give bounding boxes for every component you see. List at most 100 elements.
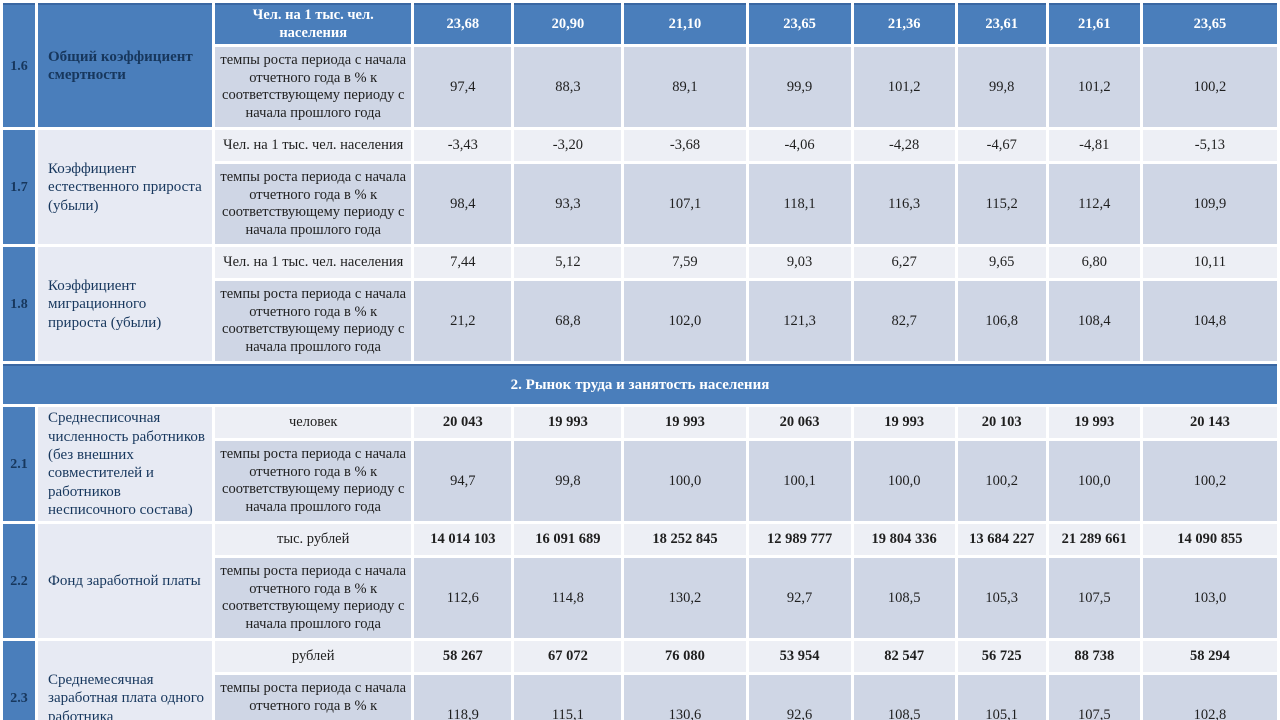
unit-label-cell: тыс. рублей: [215, 524, 412, 556]
tempo-value-cell: 115,1: [514, 675, 622, 720]
value-cell: 67 072: [514, 641, 622, 673]
tempo-value-cell: 103,0: [1142, 558, 1277, 639]
tempo-value-cell: 100,0: [624, 441, 746, 522]
tempo-value-cell: 100,0: [853, 441, 955, 522]
tempo-value-cell: 94,7: [414, 441, 512, 522]
value-cell: 19 993: [853, 407, 955, 439]
tempo-value-cell: 108,5: [853, 558, 955, 639]
indicator-tempo-row: темпы роста периода с начала отчетного г…: [3, 441, 1277, 522]
unit-label-cell: человек: [215, 407, 412, 439]
tempo-value-cell: 114,8: [514, 558, 622, 639]
value-cell: -5,13: [1142, 130, 1277, 162]
value-cell: 23,68: [414, 3, 512, 45]
value-cell: -3,20: [514, 130, 622, 162]
indicator-unit-row: 1.8 Коэффициент миграционного прироста (…: [3, 247, 1277, 362]
value-cell: 23,61: [957, 3, 1046, 45]
tempo-label-cell: темпы роста периода с начала отчетного г…: [215, 558, 412, 639]
tempo-value-cell: 99,8: [514, 441, 622, 522]
tempo-value-cell: 99,9: [748, 47, 851, 128]
tempo-value-cell: 92,7: [748, 558, 851, 639]
row-number-cell: 1.6: [3, 3, 36, 128]
tempo-value-cell: 108,4: [1048, 281, 1140, 362]
tempo-value-cell: 104,8: [1142, 281, 1277, 362]
value-cell: -4,67: [957, 130, 1046, 162]
tempo-value-cell: 105,3: [957, 558, 1046, 639]
value-cell: 20 063: [748, 407, 851, 439]
value-cell: 7,59: [624, 247, 746, 279]
tempo-value-cell: 100,2: [957, 441, 1046, 522]
tempo-label-cell: темпы роста периода с начала отчетного г…: [215, 47, 412, 128]
tempo-value-cell: 101,2: [1048, 47, 1140, 128]
value-cell: 23,65: [748, 3, 851, 45]
tempo-value-cell: 99,8: [957, 47, 1046, 128]
tempo-label-cell: темпы роста периода с начала отчетного г…: [215, 281, 412, 362]
value-cell: -3,68: [624, 130, 746, 162]
tempo-value-cell: 68,8: [514, 281, 622, 362]
tempo-value-cell: 100,2: [1142, 441, 1277, 522]
tempo-value-cell: 89,1: [624, 47, 746, 128]
value-cell: -3,43: [414, 130, 512, 162]
tempo-value-cell: 21,2: [414, 281, 512, 362]
value-cell: 56 725: [957, 641, 1046, 673]
value-cell: 82 547: [853, 641, 955, 673]
value-cell: 58 294: [1142, 641, 1277, 673]
tempo-value-cell: 92,6: [748, 675, 851, 720]
unit-label-cell: Чел. на 1 тыс. чел. населения: [215, 3, 412, 45]
indicator-tempo-row: темпы роста периода с начала отчетного г…: [3, 47, 1277, 128]
value-cell: 6,80: [1048, 247, 1140, 279]
tempo-value-cell: 107,5: [1048, 675, 1140, 720]
value-cell: -4,28: [853, 130, 955, 162]
indicator-unit-row: 1.6 Общий коэффициент смертности Чел. на…: [3, 3, 1277, 128]
row-number-cell: 2.3: [3, 641, 36, 720]
value-cell: 18 252 845: [624, 524, 746, 556]
value-cell: 14 090 855: [1142, 524, 1277, 556]
tempo-value-cell: 107,5: [1048, 558, 1140, 639]
value-cell: 20,90: [514, 3, 622, 45]
tempo-value-cell: 100,0: [1048, 441, 1140, 522]
tempo-value-cell: 118,9: [414, 675, 512, 720]
indicator-tempo-row: темпы роста периода с начала отчетного г…: [3, 558, 1277, 639]
indicator-unit-row: 2.1 Среднесписочная численность работник…: [3, 407, 1277, 522]
tempo-value-cell: 88,3: [514, 47, 622, 128]
tempo-value-cell: 98,4: [414, 164, 512, 245]
tempo-label-cell: темпы роста периода с начала отчетного г…: [215, 675, 412, 720]
indicator-unit-row: 2.2 Фонд заработной платы тыс. рублей 14…: [3, 524, 1277, 639]
tempo-value-cell: 118,1: [748, 164, 851, 245]
value-cell: 12 989 777: [748, 524, 851, 556]
indicators-table-body: 1.6 Общий коэффициент смертности Чел. на…: [3, 3, 1277, 720]
value-cell: 6,27: [853, 247, 955, 279]
value-cell: 20 103: [957, 407, 1046, 439]
indicator-unit-row: 1.7 Коэффициент естественного прироста (…: [3, 130, 1277, 245]
tempo-value-cell: 115,2: [957, 164, 1046, 245]
value-cell: 19 804 336: [853, 524, 955, 556]
value-cell: 9,03: [748, 247, 851, 279]
value-cell: 58 267: [414, 641, 512, 673]
tempo-label-cell: темпы роста периода с начала отчетного г…: [215, 164, 412, 245]
tempo-value-cell: 130,2: [624, 558, 746, 639]
section-title: 2. Рынок труда и занятость населения: [3, 364, 1277, 405]
value-cell: 19 993: [624, 407, 746, 439]
indicator-tempo-row: темпы роста периода с начала отчетного г…: [3, 164, 1277, 245]
indicator-name-cell: Среднесписочная численность работников (…: [38, 407, 213, 522]
indicator-name-cell: Коэффициент миграционного прироста (убыл…: [38, 247, 213, 362]
indicator-name-cell: Общий коэффициент смертности: [38, 3, 213, 128]
value-cell: 21,10: [624, 3, 746, 45]
tempo-value-cell: 116,3: [853, 164, 955, 245]
unit-label-cell: Чел. на 1 тыс. чел. населения: [215, 130, 412, 162]
tempo-value-cell: 100,2: [1142, 47, 1277, 128]
tempo-value-cell: 112,4: [1048, 164, 1140, 245]
indicator-tempo-row: темпы роста периода с начала отчетного г…: [3, 281, 1277, 362]
tempo-value-cell: 97,4: [414, 47, 512, 128]
row-number-cell: 2.1: [3, 407, 36, 522]
value-cell: 53 954: [748, 641, 851, 673]
tempo-value-cell: 112,6: [414, 558, 512, 639]
value-cell: 9,65: [957, 247, 1046, 279]
indicator-name-cell: Среднемесячная заработная плата одного р…: [38, 641, 213, 720]
section-header-row: 2. Рынок труда и занятость населения: [3, 364, 1277, 405]
indicator-name-cell: Коэффициент естественного прироста (убыл…: [38, 130, 213, 245]
value-cell: 21,61: [1048, 3, 1140, 45]
value-cell: 14 014 103: [414, 524, 512, 556]
value-cell: 23,65: [1142, 3, 1277, 45]
tempo-value-cell: 108,5: [853, 675, 955, 720]
row-number-cell: 2.2: [3, 524, 36, 639]
